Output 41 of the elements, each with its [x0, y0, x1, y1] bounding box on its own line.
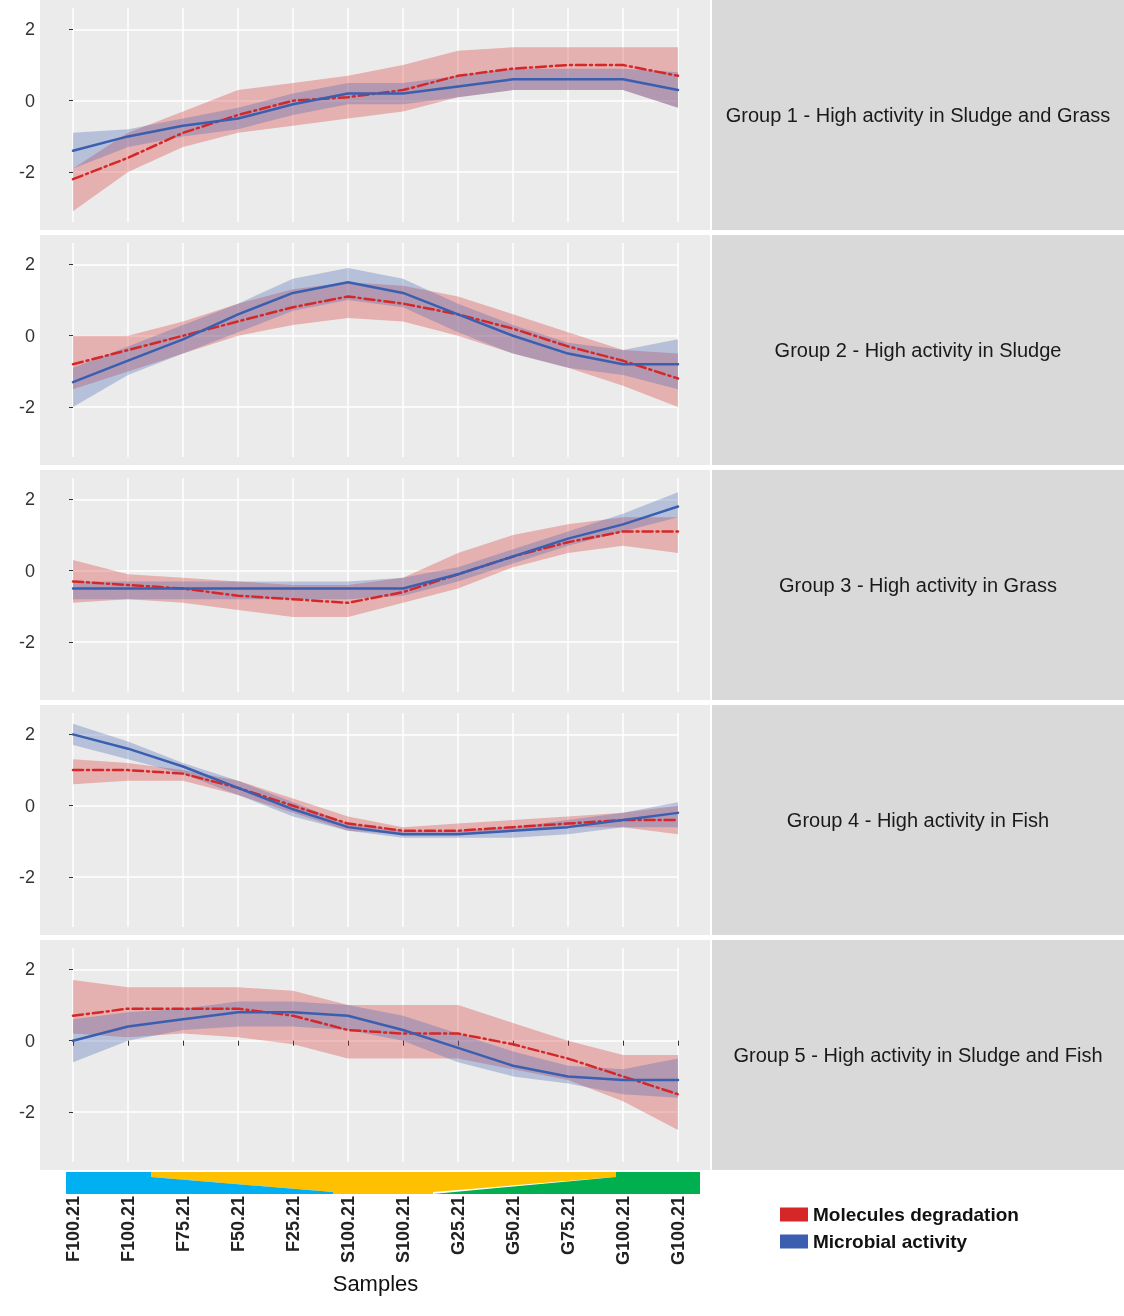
x-tick-label: F100.21 [63, 1196, 83, 1263]
legend-label: Microbial activity [813, 1231, 968, 1252]
y-tick-label: -2 [18, 1102, 35, 1123]
x-tick-label: S100.21 [338, 1196, 358, 1264]
line-series [71, 505, 680, 590]
y2-axis-title: Group 3 - High activity in Grass [779, 574, 1057, 596]
line-series [71, 78, 680, 152]
line-series [71, 295, 680, 380]
y-tick-label: 2 [24, 19, 35, 40]
x-tick-label: F25.21 [283, 1196, 303, 1253]
y-tick-label: 0 [24, 560, 35, 581]
line-series [71, 1010, 680, 1082]
y2-axis-title: Group 5 - High activity in Sludge and Fish [733, 1044, 1103, 1066]
x-tick-label: F50.21 [228, 1196, 248, 1253]
y-tick-label: 2 [24, 489, 35, 510]
x-tick-label: G100.21 [668, 1196, 688, 1266]
line-series [71, 280, 680, 384]
y-tick-label: 0 [24, 795, 35, 816]
x-tick-label: F75.21 [173, 1196, 193, 1253]
x-tick-label: G100.21 [613, 1196, 633, 1266]
y2-axis-title: Group 2 - High activity in Sludge [774, 339, 1062, 361]
y-tick-label: 2 [24, 959, 35, 980]
y-tick-label: 0 [24, 90, 35, 111]
x-tick-label: G50.21 [503, 1196, 523, 1256]
y2-axis-title: Group 4 - High activity in Fish [786, 809, 1050, 831]
line-series [71, 530, 680, 605]
x-tick-label: S100.21 [393, 1196, 413, 1264]
y-tick-label: -2 [18, 867, 35, 888]
y-tick-label: -2 [18, 632, 35, 653]
y-tick-label: 0 [24, 325, 35, 346]
x-tick-label: G75.21 [558, 1196, 578, 1256]
y-tick-label: 2 [24, 254, 35, 275]
y-tick-label: 2 [24, 724, 35, 745]
y-tick-label: -2 [18, 397, 35, 418]
x-axis-title: Samples [332, 1271, 419, 1297]
y2-axis-title: Group 1 - High activity in Sludge and Grass [725, 104, 1111, 126]
legend-label: Molecules degradation [813, 1204, 1019, 1225]
y-tick-label: -2 [18, 162, 35, 183]
x-tick-label: G25.21 [448, 1196, 468, 1256]
y-tick-label: 0 [24, 1030, 35, 1051]
x-tick-label: F100.21 [118, 1196, 138, 1263]
